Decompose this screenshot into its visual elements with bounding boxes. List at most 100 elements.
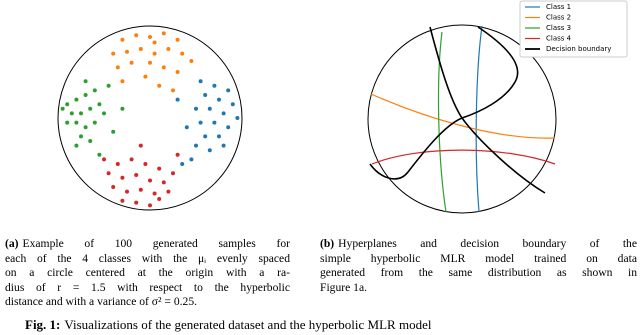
sample-point bbox=[161, 65, 166, 70]
sample-point bbox=[106, 171, 111, 176]
caption-text: each of the 4 classes with the μᵢ evenly… bbox=[5, 251, 290, 265]
sample-point bbox=[120, 198, 125, 203]
sample-point bbox=[217, 97, 221, 102]
sample-point bbox=[148, 203, 152, 208]
legend: Class 1 Class 2 Class 3 Class 4 Decision bou… bbox=[525, 3, 611, 53]
sample-point bbox=[194, 143, 198, 148]
sample-point bbox=[148, 60, 152, 65]
sample-point bbox=[161, 180, 166, 185]
sample-point bbox=[166, 47, 171, 51]
hyperplane bbox=[371, 149, 556, 165]
sample-point bbox=[143, 74, 148, 79]
sample-point bbox=[171, 171, 175, 176]
sample-point bbox=[129, 157, 134, 162]
caption-text: simple hyperbolic MLR model trained on d… bbox=[320, 251, 637, 265]
hyperplanes bbox=[369, 25, 556, 213]
sample-point bbox=[203, 134, 208, 139]
caption-text: Example of 100 generated samples for bbox=[22, 237, 290, 250]
sample-point bbox=[226, 125, 231, 130]
sample-point bbox=[180, 51, 185, 56]
sample-point bbox=[129, 60, 134, 65]
sample-point bbox=[134, 33, 139, 38]
sample-point bbox=[138, 47, 143, 51]
sample-point bbox=[111, 129, 116, 134]
sample-point bbox=[175, 152, 180, 157]
caption-line: (a) Example of 100 generated samples for bbox=[5, 237, 290, 252]
panel-label: (b) bbox=[320, 237, 335, 250]
sample-point bbox=[138, 143, 143, 148]
sample-point bbox=[79, 134, 83, 139]
sample-point bbox=[115, 65, 120, 70]
sample-point bbox=[143, 162, 148, 166]
sample-point bbox=[148, 178, 152, 183]
sample-point bbox=[134, 173, 139, 178]
sample-point bbox=[235, 116, 240, 120]
sample-point bbox=[120, 37, 125, 42]
caption-text: distance and with a variance of σ² = 0.2… bbox=[5, 295, 198, 309]
caption-a: (a) Example of 100 generated samples for e… bbox=[5, 237, 290, 310]
figure-caption: Fig. 1: Visualizations of the generated d… bbox=[25, 317, 625, 333]
sample-point bbox=[83, 93, 88, 97]
sample-point bbox=[194, 106, 198, 111]
sample-point bbox=[175, 97, 180, 102]
sample-point bbox=[120, 106, 125, 111]
caption-line: simple hyperbolic MLR model trained on d… bbox=[320, 252, 637, 267]
caption-line: dius of r = 1.5 with respect to the hype… bbox=[5, 281, 290, 296]
sample-point bbox=[171, 88, 175, 93]
sample-point bbox=[212, 83, 217, 88]
sample-point bbox=[74, 120, 79, 125]
sample-point bbox=[217, 134, 221, 139]
panel-label: (a) bbox=[5, 237, 19, 250]
sample-point bbox=[157, 196, 162, 201]
legend-box bbox=[519, 0, 628, 58]
sample-point bbox=[180, 162, 185, 166]
scatter-points bbox=[60, 31, 240, 208]
sample-point bbox=[65, 120, 70, 125]
legend-label: Decision boundary bbox=[546, 45, 611, 53]
legend-label: Class 2 bbox=[546, 14, 571, 22]
sample-point bbox=[226, 88, 231, 93]
sample-point bbox=[198, 79, 203, 84]
sample-point bbox=[148, 35, 152, 40]
hyperplane bbox=[370, 93, 556, 139]
hyperplane bbox=[475, 25, 483, 213]
sample-point bbox=[189, 157, 194, 162]
caption-line: distance and with a variance of σ² = 0.2… bbox=[5, 295, 290, 310]
sample-point bbox=[207, 106, 212, 111]
sample-point bbox=[74, 143, 79, 148]
caption-line: on a circle centered at the origin with … bbox=[5, 266, 290, 281]
caption-b: (b) Hyperplanes and decision boundary of … bbox=[320, 237, 637, 295]
sample-point bbox=[161, 31, 166, 36]
caption-text: generated from the same distribution as … bbox=[320, 266, 637, 280]
figure-text: Visualizations of the generated dataset … bbox=[64, 317, 432, 332]
sample-point bbox=[69, 111, 74, 116]
sample-point bbox=[175, 37, 180, 42]
sample-point bbox=[120, 175, 125, 180]
sample-point bbox=[184, 125, 189, 130]
sample-point bbox=[111, 51, 116, 56]
sample-point bbox=[92, 120, 97, 125]
sample-point bbox=[134, 200, 139, 205]
caption-text: Hyperplanes and decision boundary of the bbox=[338, 237, 637, 250]
caption-line: (b) Hyperplanes and decision boundary of … bbox=[320, 237, 637, 252]
disk-a bbox=[57, 25, 243, 211]
sample-point bbox=[97, 152, 102, 157]
sample-point bbox=[157, 83, 162, 88]
sample-point bbox=[106, 83, 111, 88]
disk-b bbox=[367, 24, 557, 214]
sample-point bbox=[152, 40, 157, 45]
sample-point bbox=[65, 102, 70, 107]
caption-line: each of the 4 classes with the μᵢ evenly… bbox=[5, 252, 290, 267]
sample-point bbox=[207, 148, 212, 153]
sample-point bbox=[166, 189, 171, 194]
sample-point bbox=[79, 111, 83, 116]
sample-point bbox=[221, 143, 226, 148]
sample-point bbox=[198, 120, 203, 125]
figure-label: Fig. 1: bbox=[25, 317, 61, 332]
sample-point bbox=[189, 58, 194, 63]
sample-point bbox=[120, 79, 125, 84]
sample-point bbox=[97, 102, 102, 107]
sample-point bbox=[88, 106, 93, 111]
sample-point bbox=[230, 102, 235, 107]
sample-point bbox=[74, 97, 79, 102]
